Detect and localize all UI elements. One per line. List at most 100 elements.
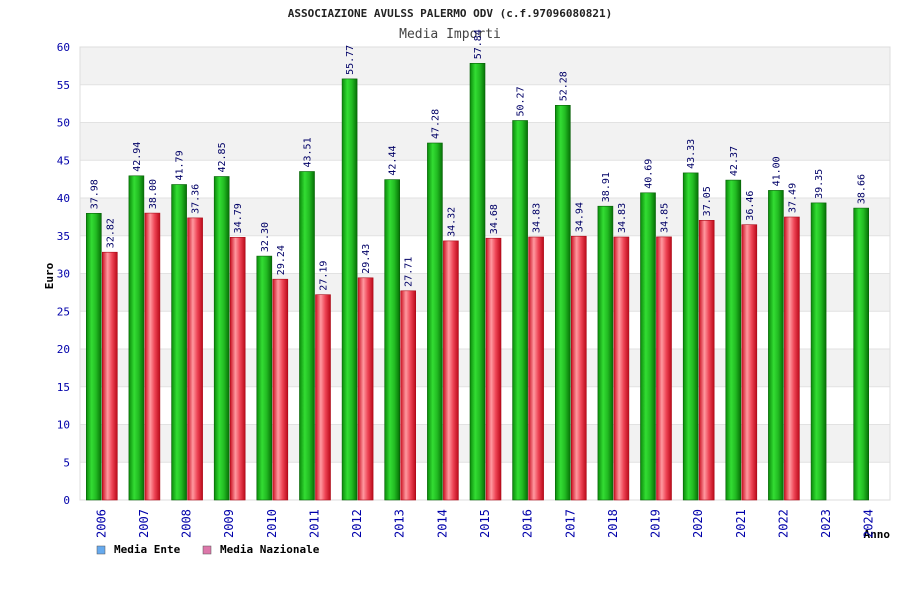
x-tick-label: 2024 [862, 509, 876, 538]
bar-media-nazionale [485, 237, 502, 501]
bar-value-label: 34.83 [617, 203, 628, 233]
bar-value-label: 42.85 [217, 142, 228, 172]
x-tick-label: 2011 [308, 509, 322, 538]
x-tick-label: 2022 [776, 509, 790, 538]
bar-media-ente [86, 213, 102, 501]
bar-media-ente [725, 179, 742, 501]
bar-media-ente [128, 175, 145, 501]
y-tick-label: 55 [57, 79, 70, 92]
bar-media-ente [682, 172, 699, 501]
x-tick-label: 2006 [94, 509, 108, 538]
y-tick-label: 25 [57, 305, 70, 318]
y-axis-label: Euro [43, 262, 56, 289]
bar-value-label: 36.46 [745, 191, 756, 221]
bar-media-ente [512, 120, 528, 501]
bar-value-label: 42.94 [132, 142, 143, 172]
bar-media-nazionale [229, 237, 246, 501]
bar-value-label: 29.24 [276, 245, 287, 275]
bar-value-label: 39.35 [814, 169, 825, 199]
bar-value-labels: 37.98 32.82 42.94 38.00 41.79 37.36 42.85 34.79… [89, 29, 867, 291]
bar-media-nazionale [698, 220, 715, 501]
chart-title: ASSOCIAZIONE AVULSS PALERMO ODV (c.f.970… [288, 7, 613, 20]
bar-value-label: 43.51 [303, 137, 314, 167]
x-axis-ticks: 2006 2007 2008 2009 2010 2011 2012 2013 2014 2015… [94, 509, 875, 538]
y-tick-label: 45 [57, 154, 70, 167]
bar-value-label: 38.66 [857, 174, 868, 204]
y-tick-label: 20 [57, 343, 70, 356]
bar-value-label: 34.79 [233, 203, 244, 233]
bar-value-label: 27.19 [319, 261, 330, 291]
bar-media-ente [427, 142, 443, 501]
x-axis-label: Anno [864, 528, 891, 541]
bar-media-ente [256, 255, 273, 501]
y-tick-label: 0 [63, 494, 70, 507]
y-tick-label: 60 [57, 41, 70, 54]
x-tick-label: 2012 [350, 509, 364, 538]
bar-value-label: 42.44 [388, 145, 399, 175]
bar-media-nazionale [357, 277, 374, 501]
y-tick-label: 35 [57, 230, 70, 243]
bar-value-label: 34.94 [574, 202, 585, 232]
bar-media-nazionale [656, 236, 672, 501]
legend-swatch-media-nazionale [202, 545, 212, 555]
bar-media-nazionale [187, 217, 203, 501]
bar-media-nazionale [315, 294, 331, 501]
x-tick-label: 2010 [265, 509, 279, 538]
bar-media-nazionale [784, 216, 800, 501]
bar-media-ente [810, 202, 827, 501]
x-tick-label: 2019 [649, 509, 663, 538]
y-tick-label: 30 [57, 268, 70, 281]
x-tick-label: 2008 [180, 509, 194, 538]
bar-value-label: 32.82 [105, 218, 116, 248]
bar-media-ente [554, 105, 571, 501]
bar-value-label: 38.00 [148, 179, 159, 209]
bar-media-ente [469, 62, 486, 501]
bar-media-nazionale [528, 236, 544, 501]
bar-media-ente [299, 171, 315, 501]
bars [86, 62, 870, 501]
bar-value-label: 52.28 [558, 71, 569, 101]
bar-value-label: 37.05 [702, 186, 713, 216]
bar-media-nazionale [443, 240, 459, 501]
bar-value-label: 29.43 [361, 244, 372, 274]
bar-value-label: 34.85 [660, 203, 671, 233]
legend-label-media-nazionale: Media Nazionale [220, 543, 320, 556]
x-tick-label: 2014 [435, 509, 449, 538]
bar-value-label: 37.98 [89, 179, 100, 209]
bar-media-ente [768, 190, 784, 501]
bar-value-label: 42.37 [729, 146, 740, 176]
y-tick-label: 40 [57, 192, 70, 205]
bar-media-ente [341, 78, 358, 501]
y-tick-label: 5 [63, 456, 70, 469]
x-tick-label: 2018 [606, 509, 620, 538]
bar-value-label: 40.69 [644, 159, 655, 189]
x-tick-label: 2023 [819, 509, 833, 538]
legend-swatch-media-ente [96, 545, 106, 555]
bar-media-ente [384, 179, 401, 501]
bar-value-label: 34.83 [532, 203, 543, 233]
bar-media-ente [171, 184, 187, 501]
bar-media-ente [213, 176, 230, 501]
bar-value-label: 41.00 [771, 156, 782, 186]
y-tick-label: 50 [57, 117, 70, 130]
bar-media-nazionale [613, 236, 630, 501]
bar-media-ente [853, 207, 870, 501]
legend-label-media-ente: Media Ente [114, 543, 181, 556]
bar-value-label: 34.68 [489, 204, 500, 234]
bar-media-nazionale [741, 224, 758, 501]
bar-value-label: 47.28 [430, 109, 441, 139]
bar-value-label: 37.49 [787, 183, 798, 213]
x-tick-label: 2021 [734, 509, 748, 538]
bar-media-nazionale [144, 212, 161, 501]
x-tick-label: 2013 [393, 509, 407, 538]
x-tick-label: 2009 [222, 509, 236, 538]
bar-media-nazionale [400, 290, 417, 501]
bar-value-label: 55.77 [345, 45, 356, 75]
bar-value-label: 27.71 [404, 257, 415, 287]
bar-value-label: 37.36 [191, 184, 202, 214]
bar-media-nazionale [570, 235, 587, 501]
chart-subtitle: Media Importi [399, 27, 501, 42]
bar-media-nazionale [102, 251, 118, 501]
